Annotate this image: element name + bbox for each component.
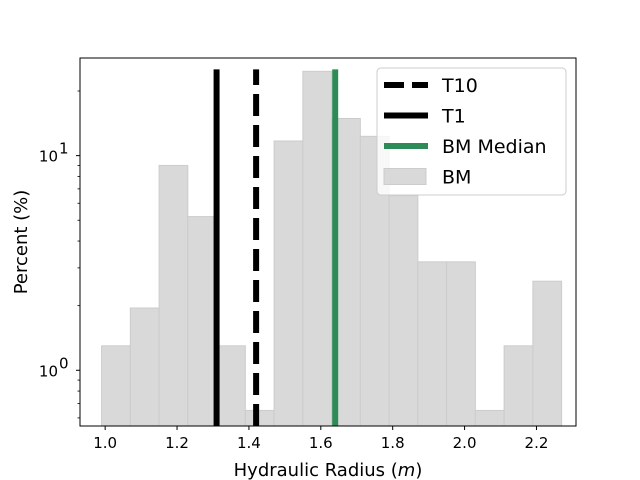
y-tick-exponent: 1	[59, 140, 69, 158]
plot-frame	[79, 57, 577, 427]
y-tick-exponent: 0	[59, 354, 69, 372]
legend: T10 T1 BM Median BM	[376, 67, 567, 196]
histogram-bar	[532, 280, 563, 427]
x-tick-label: 1.4	[237, 434, 261, 452]
x-axis-label: Hydraulic Radius (m)	[234, 460, 423, 480]
histogram-bar	[273, 140, 304, 427]
legend-label-bm: BM	[442, 167, 471, 189]
legend-box	[376, 67, 567, 196]
histogram-bars	[101, 70, 563, 427]
y-tick-label: 10	[39, 362, 58, 380]
x-tick-label: 1.6	[309, 434, 333, 452]
histogram-bar	[474, 409, 505, 427]
legend-label-bm-median: BM Median	[442, 136, 547, 158]
histogram-bar	[129, 307, 160, 427]
x-tick-label: 1.2	[165, 434, 189, 452]
histogram-bar	[503, 345, 534, 427]
histogram-bar	[302, 70, 333, 427]
histogram-bar	[101, 345, 131, 427]
histogram-bar	[244, 409, 275, 427]
y-axis-label: Percent (%)	[11, 190, 32, 295]
y-tick-label: 10	[39, 148, 58, 166]
x-tick-label: 1.0	[93, 434, 117, 452]
x-tick-label: 1.8	[381, 434, 405, 452]
legend-label-t10: T10	[441, 75, 478, 97]
x-tick-label: 2.0	[453, 434, 477, 452]
histogram-bar	[446, 261, 476, 427]
x-axis-label-variable: m	[398, 460, 416, 480]
histogram-bar	[187, 216, 218, 427]
histogram-bar	[216, 345, 246, 427]
legend-label-t1: T1	[441, 106, 466, 128]
x-axis-ticks: 1.0 1.2 1.4 1.6 1.8 2.0 2.2	[93, 426, 548, 452]
histogram-bar	[417, 261, 448, 427]
legend-swatch-bm	[383, 168, 427, 185]
histogram-bar	[158, 164, 189, 427]
x-tick-label: 2.2	[525, 434, 549, 452]
reference-lines	[213, 69, 339, 426]
histogram-bar	[388, 195, 419, 427]
